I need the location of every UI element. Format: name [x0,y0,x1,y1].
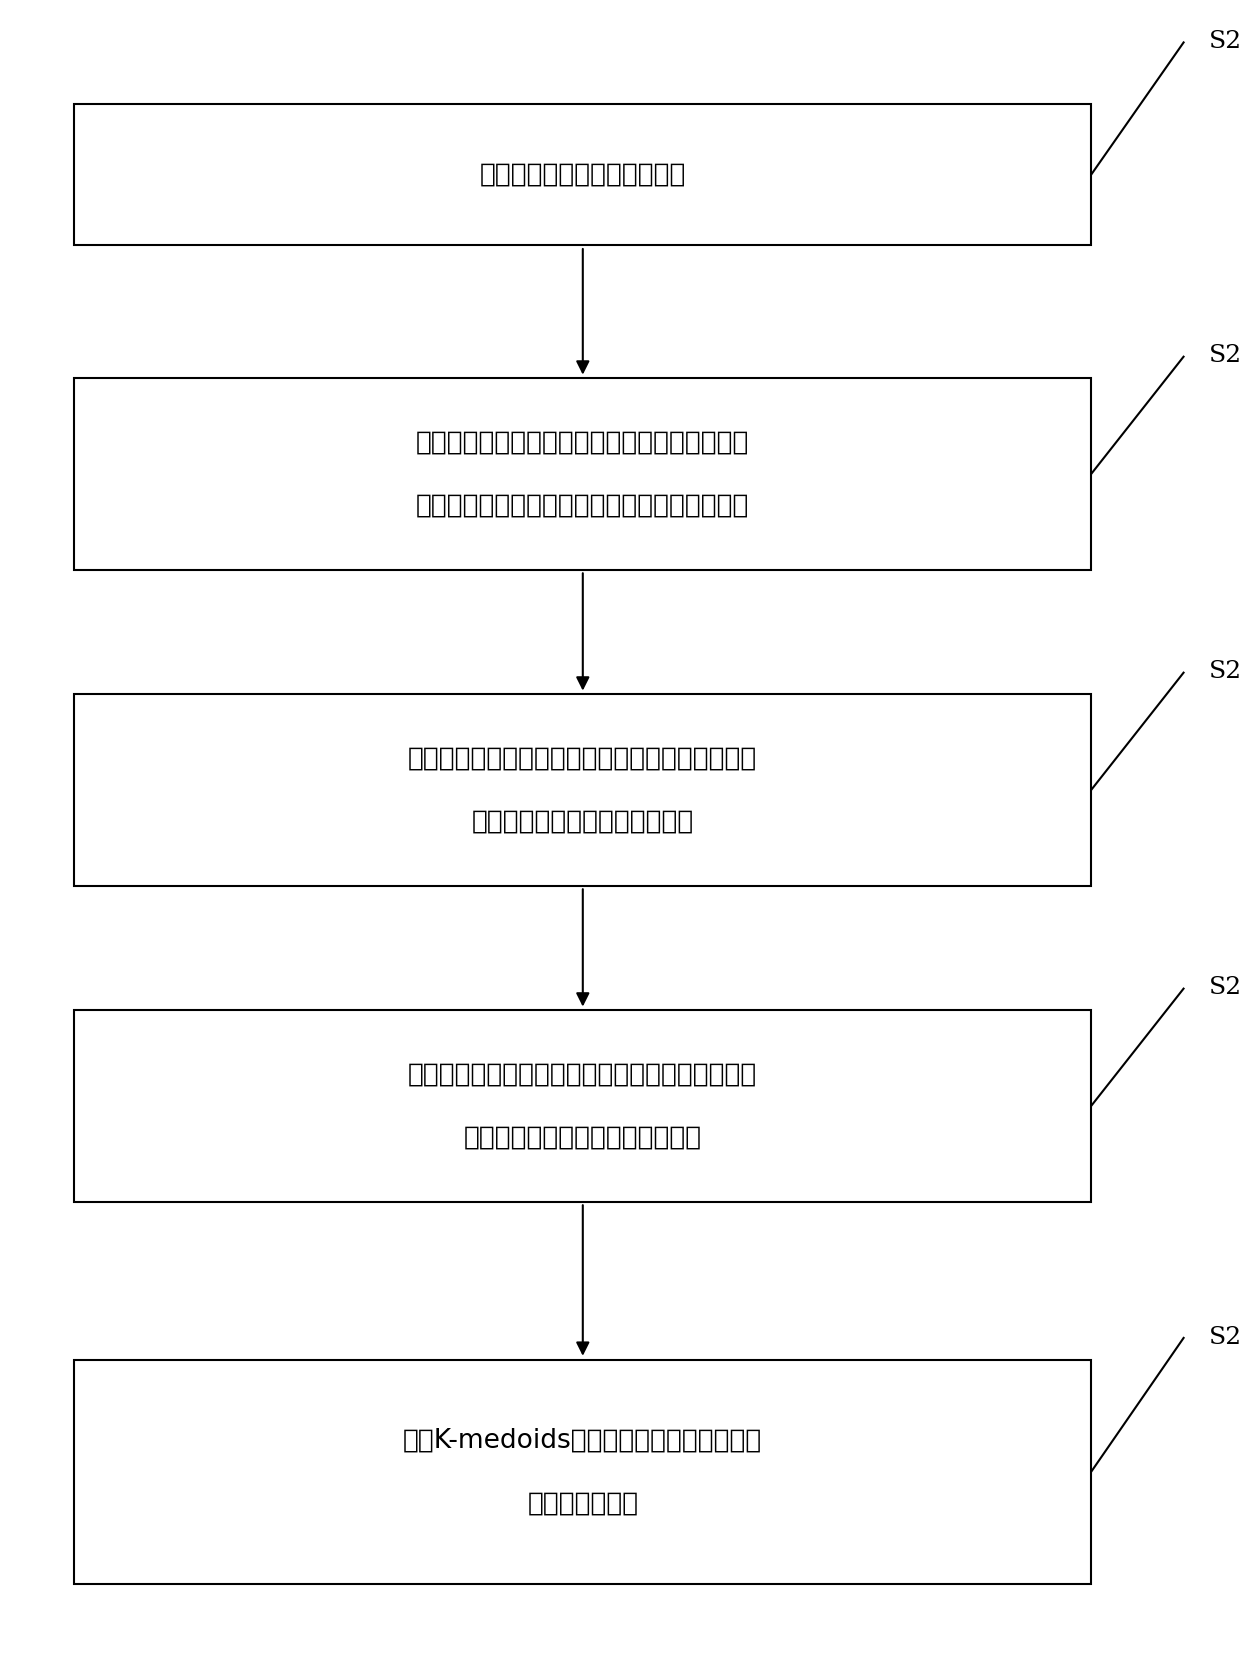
Text: S202: S202 [1209,344,1240,368]
Text: S201: S201 [1209,30,1240,53]
Text: 将重组矩阵转化为协方差矩阵并根据协方差矩阵与: 将重组矩阵转化为协方差矩阵并根据协方差矩阵与 [408,1061,758,1088]
Text: S203: S203 [1209,660,1240,683]
Text: 黎曼均值确定感知信号的特征向量: 黎曼均值确定感知信号的特征向量 [464,1124,702,1151]
Bar [74,103,1091,244]
Bar [74,1009,1091,1201]
Text: 利用K-medoids聚类算法分析特征向量判断: 利用K-medoids聚类算法分析特征向量判断 [403,1427,763,1453]
Text: 将感知信号矩阵分簇，并分别对各簇中的感知信号: 将感知信号矩阵分簇，并分别对各簇中的感知信号 [408,745,758,772]
Text: S205: S205 [1209,1325,1240,1349]
Text: S204: S204 [1209,976,1240,999]
Text: 主用户是否存在: 主用户是否存在 [527,1490,639,1517]
Bar [74,693,1091,885]
Bar [74,379,1091,569]
Text: 感知信号分别得到各次用户对应的感知信号矩阵: 感知信号分别得到各次用户对应的感知信号矩阵 [417,492,749,519]
Text: 矩阵进行矩阵重组得到重组矩阵: 矩阵进行矩阵重组得到重组矩阵 [471,808,694,835]
Text: 对感知信号进行降噪处理，并根据降噪处理后的: 对感知信号进行降噪处理，并根据降噪处理后的 [417,429,749,456]
Text: 接收各次用户获取的感知信号: 接收各次用户获取的感知信号 [480,161,686,188]
Bar [74,1359,1091,1583]
